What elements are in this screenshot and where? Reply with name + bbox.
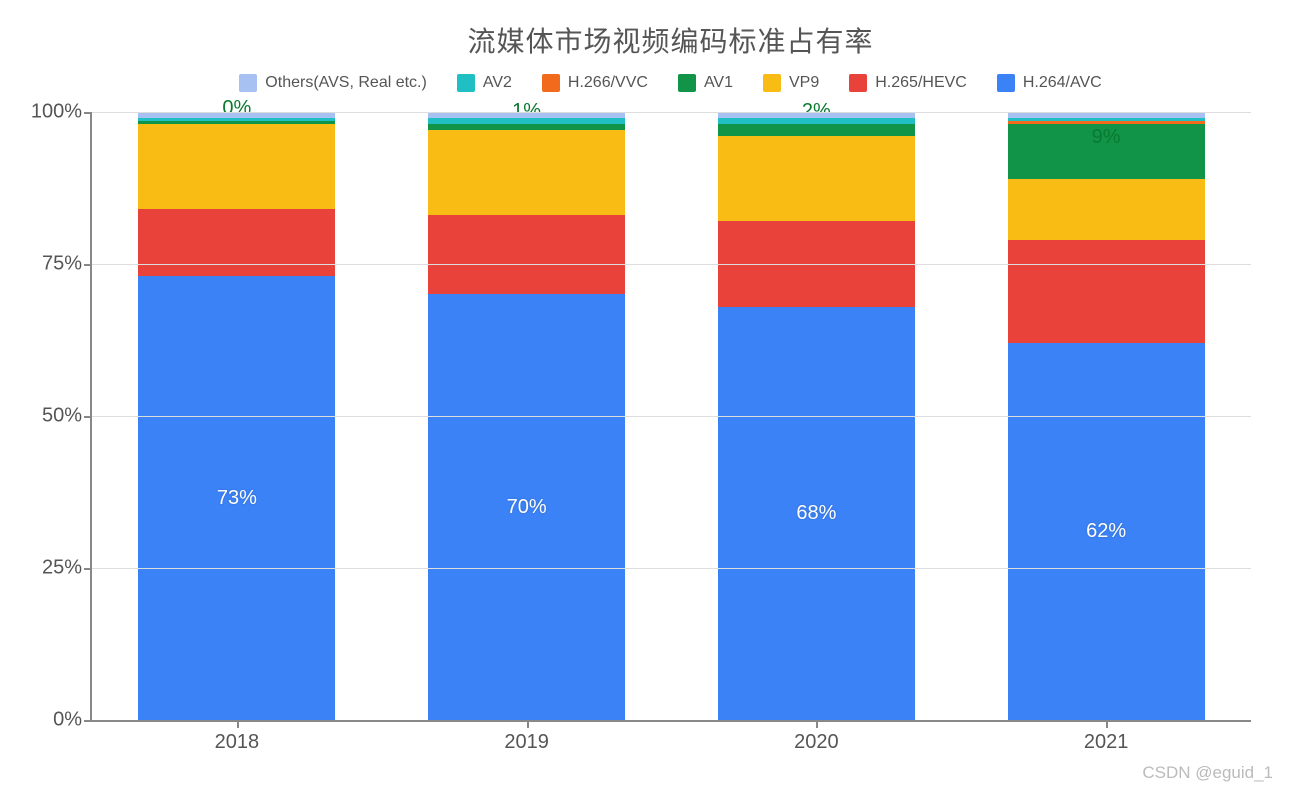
bar-segment-vp9: [138, 124, 335, 209]
legend-swatch: [542, 74, 560, 92]
x-tick-label: 2021: [1084, 731, 1129, 754]
y-tick-label: 50%: [27, 405, 82, 428]
bar-segment-av1: 0%: [138, 121, 335, 124]
bar-segment-av2: [1008, 118, 1205, 121]
chart-container: 流媒体市场视频编码标准占有率 Others(AVS, Real etc.) AV2…: [0, 0, 1291, 801]
bar-segment-h264: 70%: [428, 294, 625, 720]
legend-swatch: [997, 74, 1015, 92]
x-tick-mark: [816, 720, 818, 728]
bar-segment-h265: [1008, 240, 1205, 343]
bar-segment-av2: [428, 118, 625, 124]
bar-segment-vp9: [428, 130, 625, 215]
bar-segment-h265: [138, 209, 335, 276]
legend-label: AV2: [483, 74, 512, 92]
bar-segment-av1: 2%: [718, 124, 915, 136]
bar-segment-label: 62%: [1086, 520, 1126, 543]
y-tick-label: 25%: [27, 557, 82, 580]
legend-swatch: [849, 74, 867, 92]
legend-label: H.264/AVC: [1023, 74, 1102, 92]
gridline: [92, 264, 1251, 265]
bar-segment-label: 68%: [796, 502, 836, 525]
gridline: [92, 416, 1251, 417]
gridline: [92, 568, 1251, 569]
watermark: CSDN @eguid_1: [1142, 763, 1273, 783]
x-tick-mark: [527, 720, 529, 728]
y-tick-mark: [84, 112, 92, 114]
y-tick-mark: [84, 264, 92, 266]
legend-item-h266[interactable]: H.266/VVC: [542, 74, 648, 92]
legend-label: H.265/HEVC: [875, 74, 967, 92]
bar-segment-vp9: [1008, 179, 1205, 240]
bar-segment-h264: 68%: [718, 307, 915, 720]
x-tick-label: 2018: [215, 731, 260, 754]
legend-item-h265[interactable]: H.265/HEVC: [849, 74, 967, 92]
legend-label: Others(AVS, Real etc.): [265, 74, 427, 92]
y-tick-label: 75%: [27, 253, 82, 276]
x-tick-label: 2020: [794, 731, 839, 754]
legend-swatch: [678, 74, 696, 92]
legend-swatch: [239, 74, 257, 92]
bar-segment-h264: 73%: [138, 276, 335, 720]
bar-segment-av2: [138, 118, 335, 121]
x-tick-label: 2019: [504, 731, 549, 754]
y-tick-label: 0%: [27, 709, 82, 732]
legend-item-av1[interactable]: AV1: [678, 74, 733, 92]
y-tick-mark: [84, 720, 92, 722]
bar-segment-av1: 1%: [428, 124, 625, 130]
bar-segment-label: 9%: [1092, 126, 1121, 149]
y-tick-mark: [84, 416, 92, 418]
bar-segment-h264: 62%: [1008, 343, 1205, 720]
legend-label: VP9: [789, 74, 819, 92]
plot-area: 73%0%201870%1%201968%2%202062%9%2021 0%2…: [90, 112, 1251, 722]
legend-item-h264[interactable]: H.264/AVC: [997, 74, 1102, 92]
y-tick-mark: [84, 568, 92, 570]
y-tick-label: 100%: [27, 101, 82, 124]
bar-segment-h265: [428, 215, 625, 294]
legend-item-vp9[interactable]: VP9: [763, 74, 819, 92]
chart-title: 流媒体市场视频编码标准占有率: [90, 20, 1251, 60]
x-tick-mark: [237, 720, 239, 728]
legend-swatch: [457, 74, 475, 92]
gridline: [92, 112, 1251, 113]
bar-segment-av2: [718, 118, 915, 124]
bar-segment-label: 70%: [507, 496, 547, 519]
legend-swatch: [763, 74, 781, 92]
legend-label: H.266/VVC: [568, 74, 648, 92]
bar-segment-label: 73%: [217, 487, 257, 510]
legend-item-others[interactable]: Others(AVS, Real etc.): [239, 74, 427, 92]
bar-segment-vp9: [718, 136, 915, 221]
legend-label: AV1: [704, 74, 733, 92]
legend-item-av2[interactable]: AV2: [457, 74, 512, 92]
legend: Others(AVS, Real etc.) AV2 H.266/VVC AV1 VP9…: [90, 74, 1251, 92]
bar-segment-av1: 9%: [1008, 124, 1205, 179]
bar-segment-h266: [1008, 121, 1205, 124]
x-tick-mark: [1106, 720, 1108, 728]
